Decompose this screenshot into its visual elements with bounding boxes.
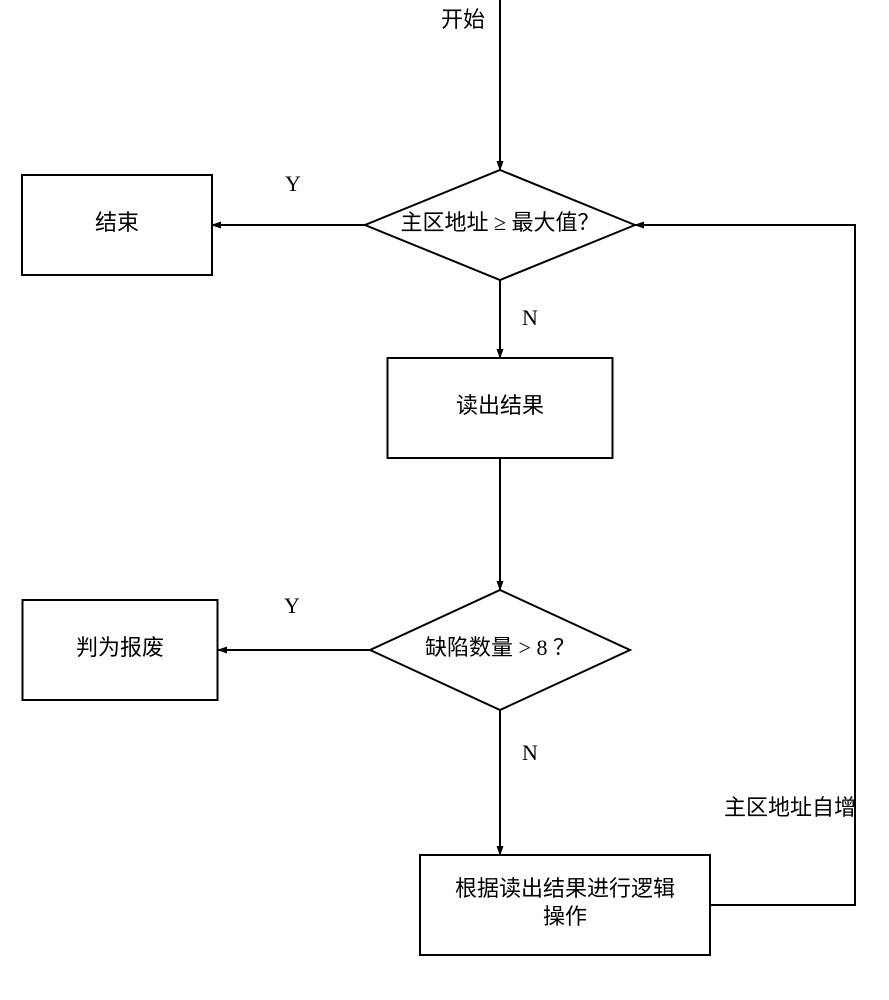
edge-label-e-d1-end: Y: [285, 171, 301, 196]
node-start: 开始: [441, 7, 485, 32]
node-logic: 根据读出结果进行逻辑操作: [420, 855, 710, 955]
node-d1: 主区地址 ≥ 最大值？: [365, 170, 635, 280]
node-d2: 缺陷数量 > 8 ？: [370, 590, 630, 710]
node-start-label: 开始: [441, 7, 485, 32]
node-logic-label-2: 操作: [543, 904, 587, 929]
node-logic-label-1: 根据读出结果进行逻辑: [455, 876, 675, 901]
edge-label-e-d1-read: N: [522, 305, 538, 330]
node-read: 读出结果: [388, 358, 613, 458]
node-end-label: 结束: [95, 210, 139, 235]
node-scrap: 判为报废: [23, 600, 218, 700]
node-d1-label: 主区地址 ≥ 最大值？: [400, 210, 599, 235]
node-d2-label: 缺陷数量 > 8 ？: [425, 635, 575, 660]
flowchart-canvas: 开始主区地址 ≥ 最大值？ 结束读出结果缺陷数量 > 8 ？ 判为报废根据读出结果进…: [0, 0, 889, 1000]
edge-label-e-d2-logic: N: [522, 740, 538, 765]
edge-label-e-logic-d1: 主区地址自增: [724, 795, 856, 820]
node-end: 结束: [22, 175, 212, 275]
node-read-label: 读出结果: [456, 393, 544, 418]
node-scrap-label: 判为报废: [76, 635, 164, 660]
edge-label-e-d2-scrap: Y: [284, 593, 300, 618]
